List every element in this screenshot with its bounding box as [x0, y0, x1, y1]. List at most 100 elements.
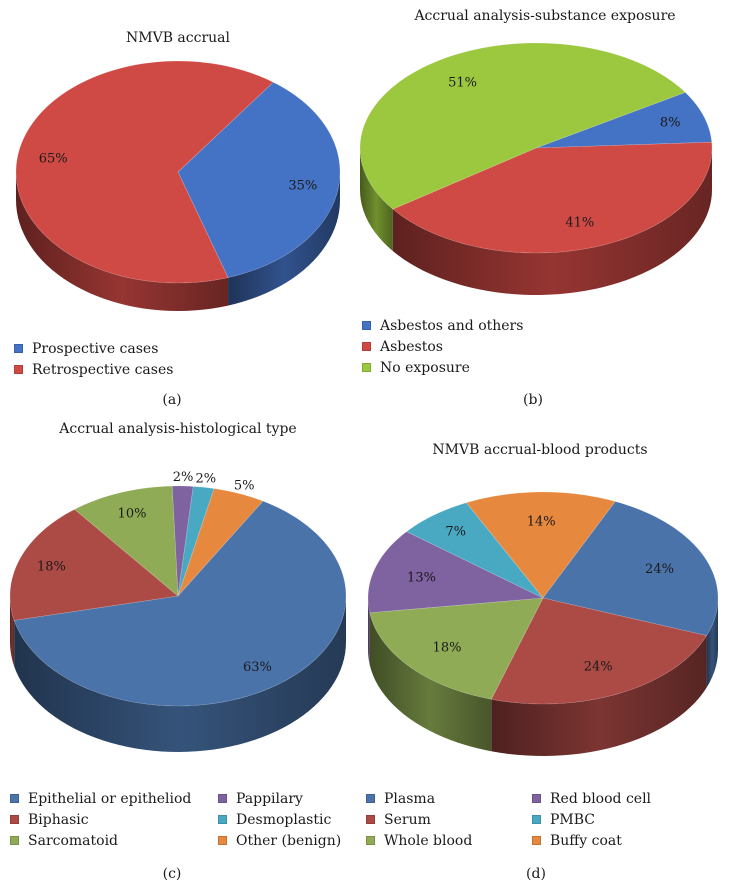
pie-slice-label: 18%	[37, 560, 66, 575]
pie-slice-label: 41%	[565, 215, 594, 230]
legend-item: Serum	[366, 809, 472, 830]
pie-slice	[542, 501, 719, 636]
pie-slice	[13, 500, 347, 707]
legend-swatch	[532, 836, 541, 845]
pie-side-walls	[10, 596, 346, 752]
legend-swatch	[532, 815, 541, 824]
legend-label: Whole blood	[384, 832, 473, 849]
pie-slice-side	[14, 596, 346, 752]
panel-label: (c)	[162, 866, 182, 882]
pie-slice	[177, 486, 215, 597]
chart-title: NMVB accrual	[126, 30, 230, 46]
pie-chart-d: 14% 24% 24% 18% 13% 7%	[367, 491, 719, 756]
panel-b: Accrual analysis-substance exposure 8% 41…	[359, 0, 729, 420]
legend-item: Buffy coat	[532, 830, 651, 851]
pie-slice-label: 7%	[445, 525, 466, 540]
legend-swatch	[362, 321, 371, 330]
legend-swatch	[366, 794, 375, 803]
pie-slice-label: 65%	[39, 152, 68, 167]
pie-chart-a: 35% 65%	[15, 60, 341, 311]
panel-label: (d)	[526, 866, 546, 882]
pie-slice	[406, 502, 544, 599]
legend-item: Asbestos	[362, 336, 523, 357]
pie-side-walls	[360, 148, 712, 295]
pie-slice-side	[360, 148, 393, 252]
chart-title: NMVB accrual-blood products	[432, 442, 648, 458]
legend-label: Epithelial or epitheliod	[28, 790, 192, 807]
legend-swatch	[10, 794, 19, 803]
pie-chart-c: 2% 2% 5% 63% 18% 10%	[9, 470, 347, 752]
legend-label: Buffy coat	[550, 832, 622, 849]
pie-slice-label: 24%	[584, 660, 613, 675]
pie-slice-label: 2%	[195, 472, 216, 487]
legend-label: Other (benign)	[236, 832, 342, 849]
pie-side-walls	[16, 172, 340, 311]
pie-slice-label: 63%	[243, 660, 272, 675]
pie-slice-side	[368, 598, 370, 665]
legend-item: No exposure	[362, 357, 523, 378]
pie-slice-label: 13%	[407, 571, 436, 586]
pie-slice	[9, 508, 179, 621]
pie-chart-b: 8% 41% 51%	[359, 42, 713, 295]
legend-swatch	[14, 344, 23, 353]
pie-slice-label: 14%	[527, 515, 556, 530]
legend-label: Asbestos and others	[380, 317, 524, 334]
pie-slice	[535, 92, 713, 149]
legend-label: PMBC	[550, 811, 596, 828]
legend-item: Epithelial or epitheliod	[10, 788, 191, 809]
legend-swatch	[366, 836, 375, 845]
legend-label: Desmoplastic	[236, 811, 332, 828]
pie-slice-side	[369, 612, 492, 752]
legend-item: Whole blood	[366, 830, 472, 851]
pie-slice-label: 8%	[660, 116, 681, 131]
pie-slice	[369, 597, 544, 700]
legend-label: Red blood cell	[550, 790, 652, 807]
legend-swatch	[362, 363, 371, 372]
legend-swatch	[218, 815, 227, 824]
legend-a: Prospective cases Retrospective cases	[14, 338, 173, 380]
legend-d-left: Plasma Serum Whole blood	[366, 788, 472, 851]
pie-slice	[15, 60, 274, 284]
panel-a: NMVB accrual 35% 65% Prospective cases Re…	[0, 0, 360, 420]
legend-swatch	[10, 815, 19, 824]
pie-slice-label: 51%	[448, 76, 477, 91]
legend-b: Asbestos and others Asbestos No exposure	[362, 315, 523, 378]
legend-item: Biphasic	[10, 809, 191, 830]
legend-d-right: Red blood cell PMBC Buffy coat	[532, 788, 651, 851]
pie-slice	[367, 531, 545, 614]
pie-slice	[177, 81, 341, 278]
pie-slice-side	[16, 172, 229, 311]
legend-swatch	[366, 815, 375, 824]
pie-slice-label: 35%	[288, 179, 317, 194]
legend-label: Biphasic	[28, 811, 89, 828]
pie-slice	[490, 597, 708, 705]
pie-slice-side	[491, 635, 707, 756]
pie-slice	[465, 491, 616, 599]
pie-slice-label: 18%	[433, 641, 462, 656]
legend-c-left: Epithelial or epitheliod Biphasic Sarcom…	[10, 788, 191, 851]
legend-swatch	[14, 365, 23, 374]
legend-label: No exposure	[380, 359, 470, 376]
pie-slice	[359, 42, 686, 210]
panel-d: NMVB accrual-blood products 14% 24% 24% 18%…	[360, 420, 729, 892]
legend-swatch	[10, 836, 19, 845]
pie-slice-label: 5%	[234, 478, 255, 493]
legend-label: Sarcomatoid	[28, 832, 119, 849]
pie-slice-label: 10%	[118, 506, 147, 521]
pie-slice-side	[228, 172, 340, 306]
chart-title: Accrual analysis-substance exposure	[414, 8, 676, 24]
legend-item: Sarcomatoid	[10, 830, 191, 851]
legend-c-right: Pappilary Desmoplastic Other (benign)	[218, 788, 341, 851]
legend-item: Asbestos and others	[362, 315, 523, 336]
legend-item: Plasma	[366, 788, 472, 809]
legend-item: PMBC	[532, 809, 651, 830]
panel-c: Accrual analysis-histological type 2% 2% 5…	[0, 420, 360, 892]
panel-label: (b)	[523, 392, 543, 408]
legend-item: Prospective cases	[14, 338, 173, 359]
legend-label: Pappilary	[236, 790, 303, 807]
pie-slice-side	[10, 596, 15, 667]
pie-slice	[177, 488, 264, 597]
legend-item: Other (benign)	[218, 830, 341, 851]
legend-item: Pappilary	[218, 788, 341, 809]
legend-item: Desmoplastic	[218, 809, 341, 830]
